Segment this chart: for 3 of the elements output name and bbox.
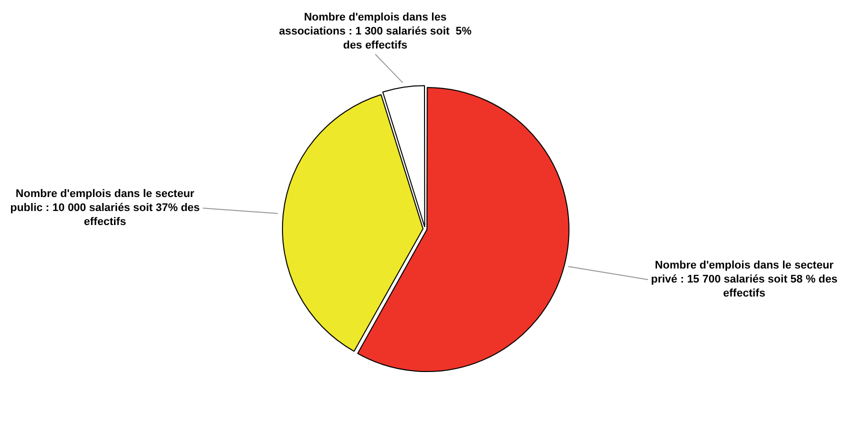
slice-label: Nombre d'emplois dans le secteur public : 10 000 salariés soit 37% des effectifs <box>10 188 200 228</box>
slice-label: Nombre d'emplois dans les associations : 1 300 salariés soit 5% des effectifs <box>278 11 472 52</box>
slice-label: Nombre d'emplois dans le secteur privé : 15 700 salariés soit 58 % des effectifs <box>650 260 838 300</box>
